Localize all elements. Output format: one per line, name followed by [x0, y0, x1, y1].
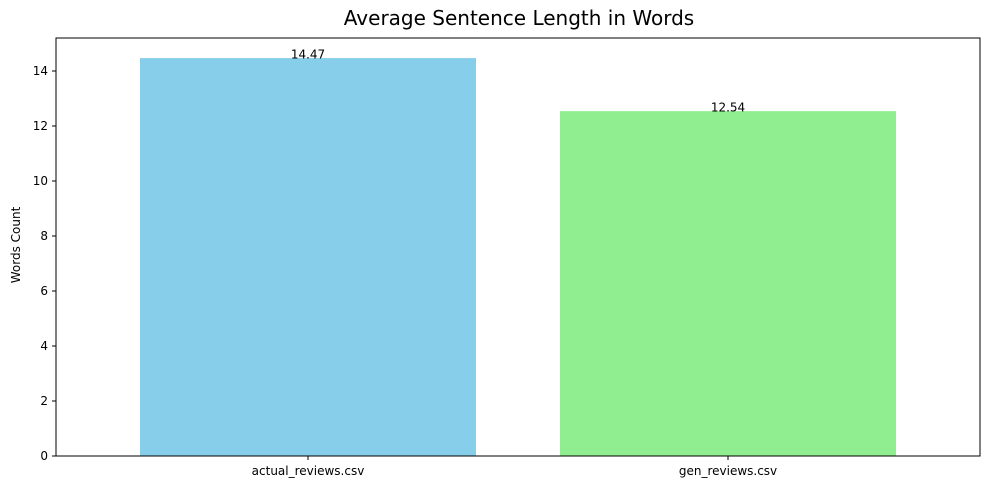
chart-title: Average Sentence Length in Words — [344, 6, 694, 30]
y-axis-label: Words Count — [9, 206, 23, 283]
y-tick-label-4: 8 — [40, 229, 48, 243]
y-tick-label-0: 0 — [40, 449, 48, 463]
x-tick-label-1: gen_reviews.csv — [679, 464, 777, 478]
bar-value-label-1: 12.54 — [711, 101, 745, 115]
y-axis: 0 2 4 6 8 10 12 14 — [33, 64, 56, 463]
bar-value-label-0: 14.47 — [291, 48, 325, 62]
value-labels-group: 14.47 12.54 — [291, 48, 745, 115]
x-tick-label-0: actual_reviews.csv — [252, 464, 365, 478]
y-tick-label-7: 14 — [33, 64, 48, 78]
bars-group — [140, 58, 896, 457]
y-tick-label-5: 10 — [33, 174, 48, 188]
y-tick-label-3: 6 — [40, 284, 48, 298]
y-tick-label-1: 2 — [40, 394, 48, 408]
plot-frame — [55, 37, 981, 457]
x-axis: actual_reviews.csv gen_reviews.csv — [252, 456, 777, 478]
bar-1 — [560, 111, 896, 457]
y-tick-label-6: 12 — [33, 119, 48, 133]
bar-0 — [140, 58, 476, 456]
y-tick-label-2: 4 — [40, 339, 48, 353]
